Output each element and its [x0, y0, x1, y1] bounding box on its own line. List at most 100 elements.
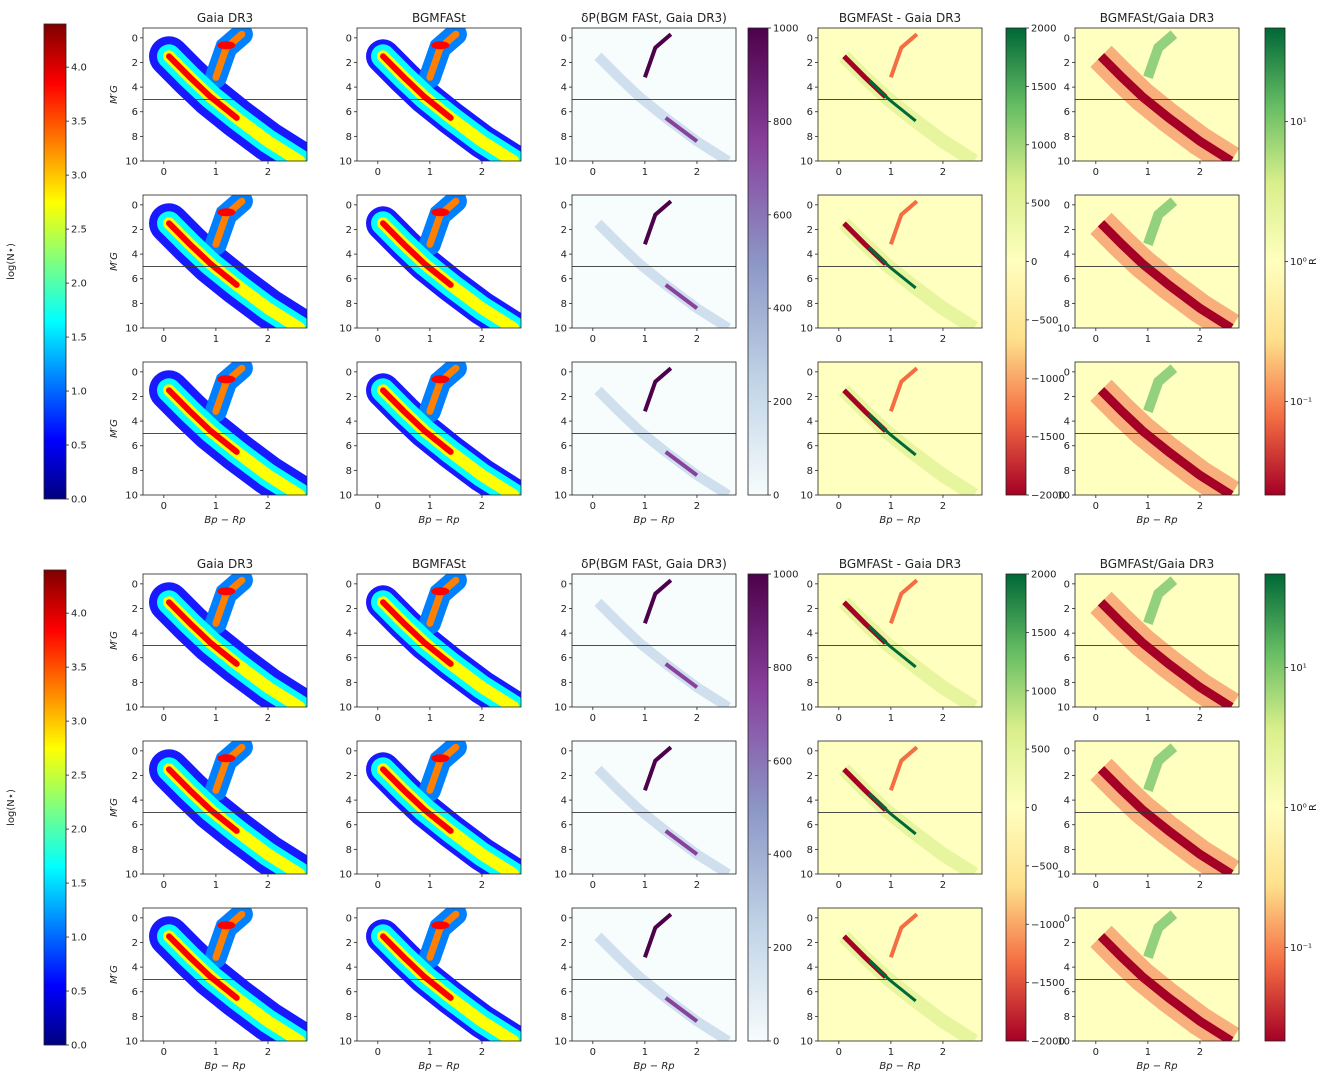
giant-branch-core [426, 364, 460, 415]
x-tick-label: 2 [940, 880, 946, 891]
x-tick-label: 0 [1093, 713, 1099, 724]
x-tick-label: 2 [479, 501, 485, 512]
panel-frame [1074, 573, 1240, 708]
y-tick-label: 2 [346, 771, 352, 782]
y-tick-label: 6 [132, 441, 138, 452]
panel-frame [142, 573, 308, 708]
colorbar-tick-label: 1000 [1031, 686, 1056, 697]
x-tick-label: 0 [161, 880, 167, 891]
x-tick-label: 2 [479, 1047, 485, 1058]
colorbar-tick-label: 1500 [1031, 628, 1056, 639]
colorbar-tick-label: 10⁻¹ [1290, 397, 1312, 408]
x-tick-label: 1 [1145, 713, 1151, 724]
y-tick-label: 10 [800, 324, 813, 335]
x-tick-label: 2 [694, 713, 700, 724]
y-tick-label: 10 [800, 1037, 813, 1048]
x-tick-label: 2 [265, 880, 271, 891]
colorbar-gradient [43, 569, 67, 1046]
panel-frame [817, 194, 983, 329]
x-tick-label: 1 [888, 167, 894, 178]
colorbar-tick-label: 2.0 [71, 279, 87, 290]
panel-frame [817, 361, 983, 496]
panel-diff: 0 2 4 6 8 10 0 1 2 [800, 740, 983, 891]
panel-heatmap [594, 578, 731, 707]
x-tick-label: 2 [1197, 334, 1203, 345]
panel-heatmap [149, 195, 307, 328]
giant-branch-core [212, 743, 246, 794]
x-tick-label: 0 [590, 1047, 596, 1058]
x-tick-label: 1 [642, 501, 648, 512]
y-tick-label: 0 [1064, 367, 1070, 378]
x-tick-label: 2 [940, 713, 946, 724]
y-tick-label: 6 [807, 987, 813, 998]
y-tick-label: 2 [346, 58, 352, 69]
y-tick-label: 6 [807, 441, 813, 452]
y-tick-label: 0 [807, 579, 813, 590]
y-tick-label: 2 [561, 604, 567, 615]
colorbar-tick-label: 0 [1031, 803, 1037, 814]
colorbar-label: R [1308, 258, 1319, 265]
y-tick-label: 10 [554, 157, 567, 168]
panel-frame [1074, 740, 1240, 875]
y-tick-label: 6 [1064, 107, 1070, 118]
panel-heatmap [366, 362, 521, 495]
y-tick-label: 0 [807, 33, 813, 44]
x-tick-label: 0 [161, 1047, 167, 1058]
diff-positive [867, 625, 917, 669]
x-tick-label: 1 [213, 880, 219, 891]
panel-heatmap [366, 908, 521, 1041]
panel-delta: 0 2 4 6 8 10 0 1 2 [554, 194, 737, 345]
y-tick-label: 2 [561, 58, 567, 69]
y-tick-label: 0 [561, 579, 567, 590]
colorbar-tick-label: 600 [773, 210, 792, 221]
y-tick-label: 4 [132, 796, 138, 807]
panel-diff: 0 2 4 6 8 10 0 1 2 Bp − Rp [800, 907, 983, 1072]
x-tick-label: 2 [479, 334, 485, 345]
x-tick-label: 1 [888, 1047, 894, 1058]
main-sequence-core [166, 220, 240, 288]
colorbar-tick-label: 2000 [1031, 24, 1056, 35]
y-tick-label: 10 [339, 157, 352, 168]
colorbar-tick-label: 800 [773, 663, 792, 674]
colorbar-tick-label: 200 [773, 397, 792, 408]
colorbar-label: R [1308, 804, 1319, 811]
giant-branch-core [212, 30, 246, 81]
x-tick-label: 0 [1093, 334, 1099, 345]
y-tick-label: 10 [125, 703, 138, 714]
x-axis-label: Bp − Rp [633, 1061, 674, 1072]
y-tick-label: 6 [807, 653, 813, 664]
y-tick-label: 0 [561, 746, 567, 757]
panel-ratio: 0 2 4 6 8 10 0 1 2 BGMFASt/Gaia DR3 [1057, 557, 1240, 724]
panel-title: BGMFASt/Gaia DR3 [1100, 11, 1214, 25]
colorbar-tick-label: 10¹ [1290, 663, 1307, 674]
y-tick-label: 4 [561, 963, 567, 974]
y-tick-label: 10 [339, 870, 352, 881]
colorbar-tick-label: 0 [773, 491, 779, 502]
diff-giant-branch [889, 745, 919, 791]
x-tick-label: 0 [590, 713, 596, 724]
x-tick-label: 2 [479, 713, 485, 724]
y-tick-label: 8 [132, 132, 138, 143]
y-tick-label: 4 [807, 629, 813, 640]
y-tick-label: 0 [561, 913, 567, 924]
colorbar-tick-label: 2000 [1031, 570, 1056, 581]
y-tick-label: 4 [561, 629, 567, 640]
x-tick-label: 1 [888, 880, 894, 891]
colorbar-tick-label: 500 [1031, 199, 1050, 210]
y-tick-label: 0 [807, 200, 813, 211]
y-tick-label: 10 [339, 491, 352, 502]
y-tick-label: 4 [1064, 963, 1070, 974]
colorbar-diff: −2000 −1500 −1000 −500 0 500 1000 1500 2000 [1005, 570, 1065, 1048]
panel-heatmap [839, 199, 978, 328]
y-tick-label: 8 [561, 845, 567, 856]
colorbar-tick-label: 0.0 [71, 495, 87, 506]
y-tick-label: 8 [807, 1012, 813, 1023]
x-tick-label: 0 [375, 880, 381, 891]
giant-branch-core [426, 30, 460, 81]
y-tick-label: 10 [554, 1037, 567, 1048]
x-tick-label: 2 [479, 167, 485, 178]
main-sequence-core [380, 53, 454, 121]
y-tick-label: 8 [346, 678, 352, 689]
x-tick-label: 2 [479, 880, 485, 891]
y-tick-label: 6 [346, 987, 352, 998]
